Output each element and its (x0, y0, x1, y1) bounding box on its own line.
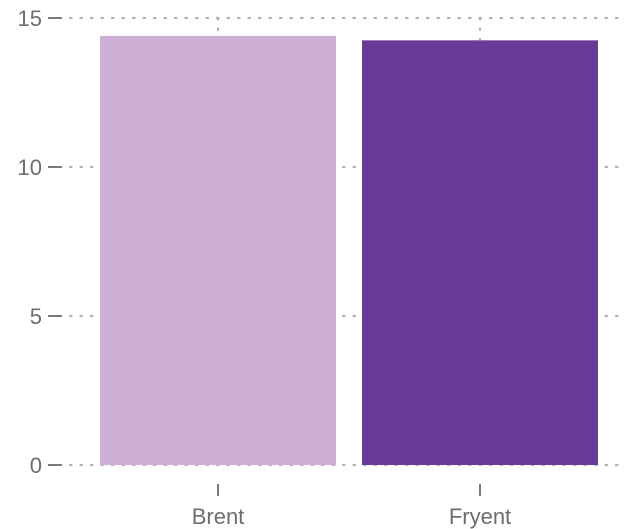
y-tick-label: 10 (18, 155, 42, 180)
bar-fryent (362, 40, 598, 465)
bars (100, 35, 598, 465)
x-tick-label-brent: Brent (192, 504, 245, 529)
x-tick-label-fryent: Fryent (449, 504, 511, 529)
y-tick-label: 15 (18, 6, 42, 31)
y-tick-label: 0 (30, 453, 42, 478)
bar-brent (100, 35, 336, 465)
y-axis: 0 5 10 15 (18, 6, 62, 478)
y-tick-label: 5 (30, 304, 42, 329)
x-axis: Brent Fryent (192, 484, 511, 529)
